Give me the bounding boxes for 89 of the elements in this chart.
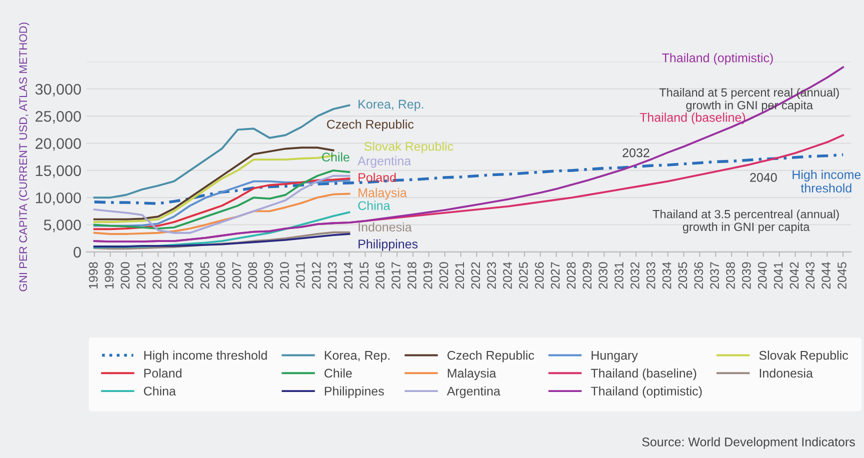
y-tick-label: 0 [74,246,81,258]
x-tick-label: 2019 [423,262,432,289]
legend-label: Korea, Rep. [324,351,390,362]
x-tick-label: 2022 [471,262,480,289]
x-tick-label: 2017 [392,262,400,289]
text: Argentina [358,156,412,168]
text: Czech Republic [327,120,414,132]
x-tick-label: 2038 [726,262,735,289]
legend-label: Argentina [446,386,500,398]
x-tick-label: 2030 [598,262,608,289]
legend-label: High income threshold [144,350,267,362]
x-tick-label: 2010 [280,262,289,289]
x-tick-label: 2035 [678,262,688,289]
x-tick-label: 1998 [88,262,98,288]
text: Thailand (baseline) [640,112,746,124]
x-tick-label: 2012 [312,262,321,289]
line-series [93,211,350,249]
legend-label: Indonesia [760,368,813,378]
source-note: Source: World Development Indicators [642,437,855,449]
x-tick-label: 2033 [646,262,656,289]
text: Indonesia [358,222,412,232]
x-tick-label: 2024 [503,262,512,289]
text: Malaysia [358,188,407,200]
text: Slovak Republic [364,142,454,154]
legend-label: Hungary [592,351,638,362]
text: Chile [322,152,350,162]
x-tick-label: 2026 [534,262,544,289]
y-tick-label: 25,000 [36,111,81,124]
x-tick-label: 2034 [662,262,672,289]
x-tick-label: 2009 [264,262,273,289]
legend-label: Czech Republic [447,350,534,362]
x-tick-label: 2000 [120,262,130,289]
x-tick-label: 2029 [582,262,592,289]
x-tick-label: 2020 [439,262,448,289]
x-tick-label: 2002 [152,262,162,289]
x-tick-label: 2032 [630,262,640,289]
y-tick-label: 5,000 [44,220,81,232]
x-tick-label: 2043 [806,262,815,289]
annotation: 2040 [750,172,777,182]
legend-label: Thailand (optimistic) [590,386,702,398]
x-tick-label: 2007 [232,262,242,289]
x-tick-label: 2014 [344,262,353,289]
x-tick-label: 2031 [614,262,624,289]
x-tick-label: 2006 [216,262,226,289]
x-tick-label: 2025 [518,262,528,289]
x-tick-label: 2045 [838,262,846,289]
x-tick-label: 2018 [407,262,416,289]
x-tick-label: 2023 [487,262,496,289]
legend-label: Chile [324,368,352,378]
x-tick-label: 2013 [328,262,337,289]
text: Thailand (optimistic) [662,53,773,65]
legend-label: China [144,386,176,396]
text: Poland [358,172,396,182]
text: Philippines [358,239,418,251]
x-tick-label: 2044 [822,262,830,289]
legend-label: Philippines [324,386,384,398]
y-tick-label: 20,000 [36,138,81,151]
x-tick-label: 2001 [136,262,146,289]
legend-label: Thailand (baseline) [590,368,696,380]
y-tick-label: 30,000 [35,84,81,96]
x-tick-label: 2021 [455,262,464,289]
x-tick-label: 2015 [360,262,369,289]
x-tick-label: 2003 [168,262,178,289]
x-tick-label: 2011 [296,262,305,288]
y-tick-label: 10,000 [36,192,81,206]
line-series [93,192,350,235]
x-tick-label: 2005 [200,262,210,289]
y-tick-label: 15,000 [36,165,81,178]
x-tick-label: 2037 [710,262,719,289]
annotation: Thailand at 3.5 percentreal (annual) growth in GNI per capita [652,210,839,234]
x-tick-label: 2039 [742,262,751,289]
x-tick-label: 2042 [790,262,799,289]
x-tick-label: 2027 [550,262,560,289]
legend-label: Slovak Republic [759,350,848,362]
legend-label: Poland [144,368,182,378]
y-axis-title: GNI PER CAPITA (CURRENT USD, ATLAS METHOD) [18,22,30,292]
text: Korea, Rep. [358,100,424,112]
x-tick-label: 2016 [376,262,384,289]
x-tick-label: 2041 [774,262,783,289]
x-tick-label: 2028 [566,262,576,289]
x-tick-label: 2004 [184,262,194,289]
x-tick-label: 2008 [248,262,258,289]
x-tick-label: 2036 [694,262,704,289]
annotation: 2032 [622,148,650,158]
legend-label: Malaysia [448,368,496,380]
text: China [358,200,390,210]
text: High income threshold [792,170,861,193]
x-tick-label: 1999 [104,262,114,288]
x-tick-label: 2040 [758,262,767,289]
